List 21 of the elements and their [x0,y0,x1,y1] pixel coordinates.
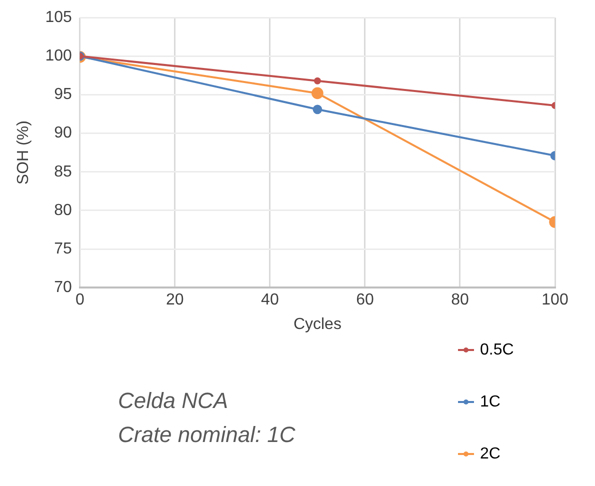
y-tick-label: 85 [54,163,72,180]
y-tick-label: 75 [54,240,72,258]
y-tick-label: 105 [45,9,72,26]
legend-label: 1C [480,393,500,410]
text: Celda NCA [118,388,228,414]
y-tick-label: 90 [54,124,72,142]
y-tick-label: 95 [54,86,72,104]
y-axis-title: SOH (%) [15,120,32,185]
legend-label: 2C [480,445,500,462]
x-tick-label: 60 [356,292,374,309]
y-tick-label: 70 [54,279,72,296]
x-tick-label: 0 [75,292,84,309]
x-tick-label: 100 [542,292,568,309]
y-tick-label: 80 [54,202,72,219]
x-tick-label: 80 [451,292,469,309]
x-axis-title: Cycles [293,316,342,333]
text: Crate nominal: 1C [118,422,296,448]
x-tick-label: 40 [261,292,279,309]
y-tick-label: 100 [45,48,72,65]
x-tick-label: 20 [166,292,184,309]
legend-label: 0.5C [480,341,514,358]
